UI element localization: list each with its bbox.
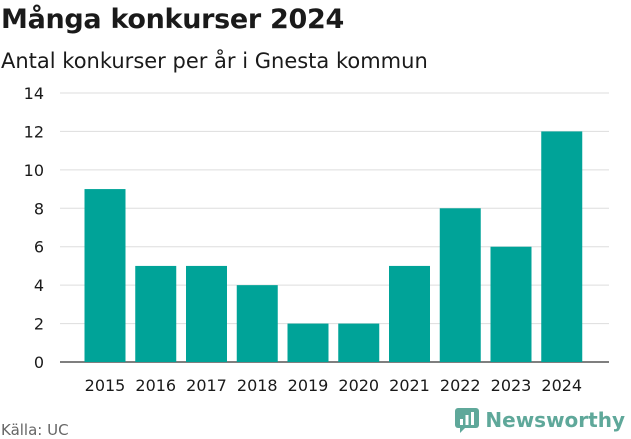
x-tick-label: 2016: [135, 376, 176, 395]
y-tick-label: 4: [34, 276, 44, 295]
bar-2016: [135, 265, 177, 362]
y-tick-label: 6: [34, 238, 44, 257]
bar-2021: [389, 265, 430, 362]
brand-name: Newsworthy: [485, 408, 625, 432]
bars: [84, 131, 583, 362]
x-tick-label: 2017: [186, 376, 227, 395]
y-tick-label: 14: [24, 84, 44, 103]
x-tick-label: 2024: [541, 376, 582, 395]
x-tick-label: 2019: [288, 376, 329, 395]
y-axis-ticks: 0 2 4 6 8 10 12 14: [24, 84, 44, 372]
x-axis-ticks: 2015 2016 2017 2018 2019 2020 2021 2022 2023 2024: [85, 376, 582, 395]
brand-logo: Newsworthy: [454, 407, 625, 433]
source-note: Källa: UC: [1, 421, 69, 439]
x-tick-label: 2020: [338, 376, 379, 395]
bar-2022: [439, 208, 481, 362]
y-tick-label: 10: [24, 161, 44, 180]
newsworthy-logo-icon: [455, 408, 480, 433]
x-tick-label: 2018: [237, 376, 278, 395]
bar-2020: [338, 323, 380, 362]
bar-2015: [84, 189, 126, 362]
y-tick-label: 8: [34, 199, 44, 218]
bar-2018: [236, 285, 278, 362]
bar-2017: [186, 265, 227, 362]
x-tick-label: 2022: [440, 376, 481, 395]
x-tick-label: 2023: [491, 376, 532, 395]
y-tick-label: 0: [34, 353, 44, 372]
chart-title: Många konkurser 2024: [1, 4, 344, 35]
chart-subtitle: Antal konkurser per år i Gnesta kommun: [1, 49, 428, 73]
x-tick-label: 2015: [85, 376, 126, 395]
bar-2024: [541, 131, 583, 362]
y-tick-label: 12: [24, 122, 44, 141]
bar-2023: [490, 246, 532, 362]
y-tick-label: 2: [34, 315, 44, 334]
bar-2019: [287, 323, 329, 362]
x-tick-label: 2021: [389, 376, 430, 395]
